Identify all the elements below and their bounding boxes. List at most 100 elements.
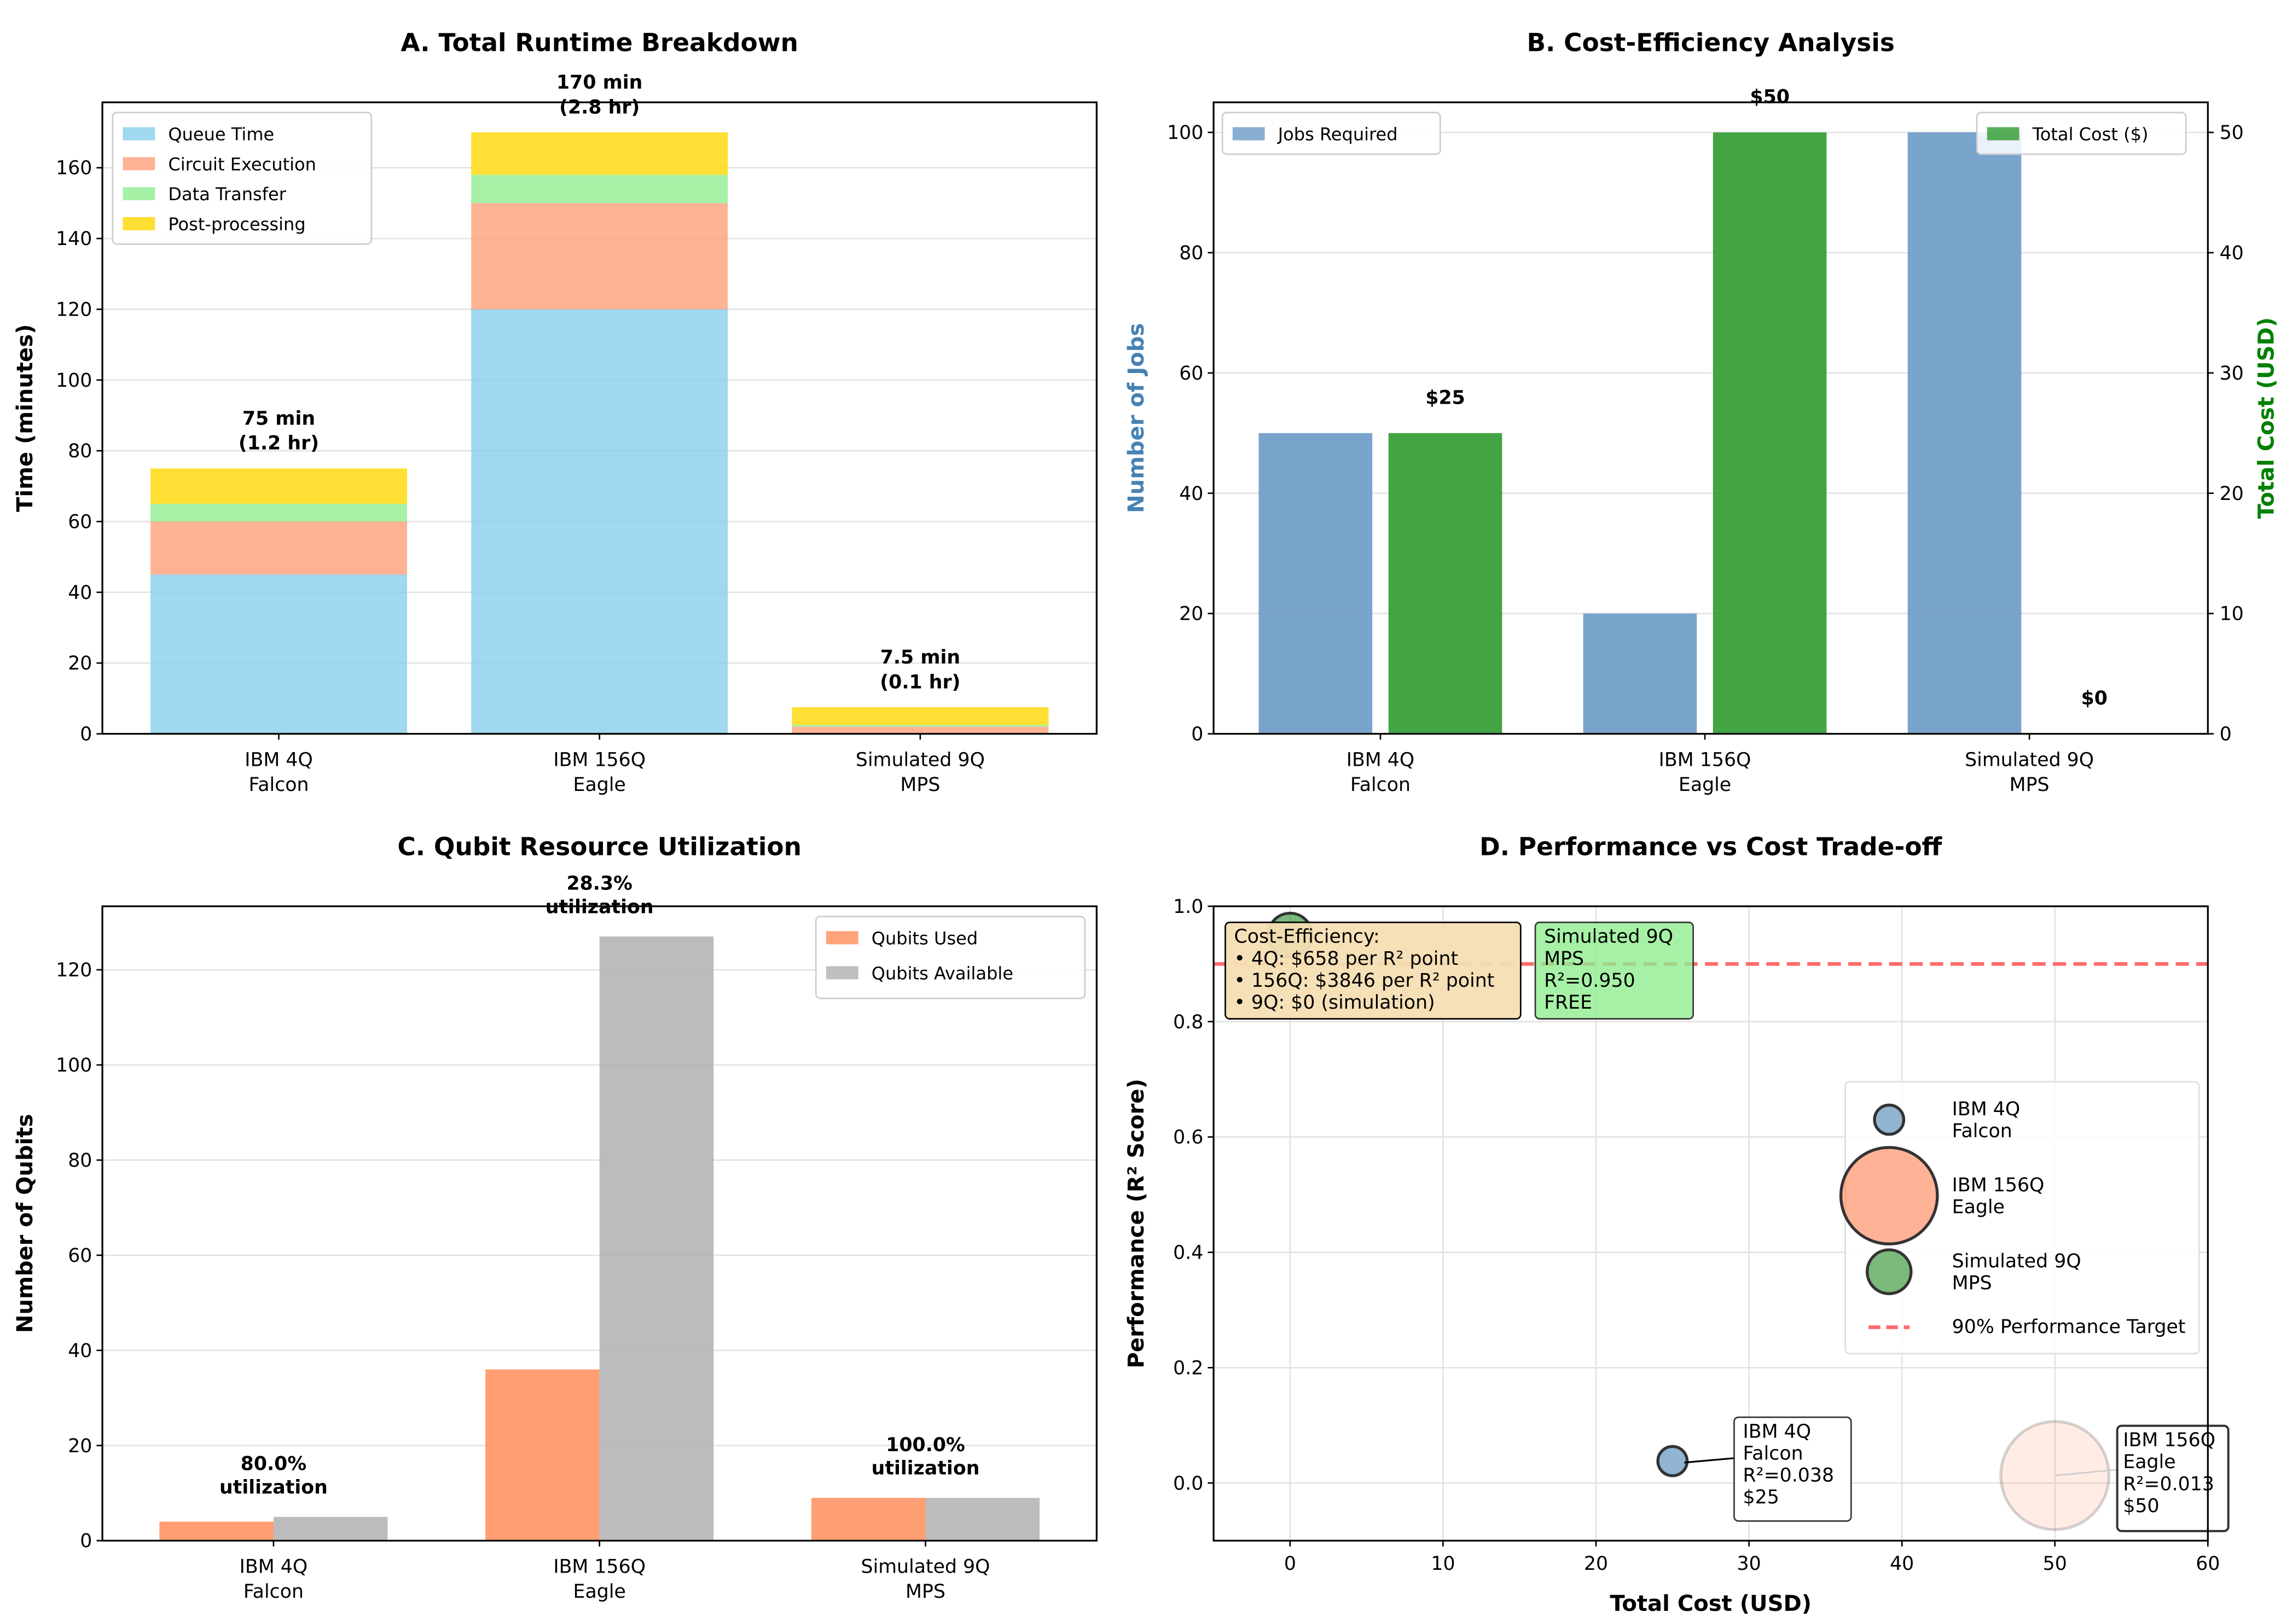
panel-d-legend-label-line: Simulated 9Q bbox=[1952, 1250, 2081, 1272]
panel-a-xtick-label-line: Eagle bbox=[573, 774, 626, 796]
panel-b-legend-swatch bbox=[1232, 127, 1265, 141]
panel-d-info-box bbox=[1224, 921, 1522, 1020]
panel-b-ytick-label: 0 bbox=[1191, 724, 1203, 746]
panel-b-title: B. Cost-Efficiency Analysis bbox=[1527, 28, 1894, 57]
panel-a-bar-data-transfer bbox=[792, 725, 1049, 727]
panel-d-ytick-label: 0.4 bbox=[1173, 1242, 1203, 1264]
panel-b-legend-label: Jobs Required bbox=[1277, 124, 1398, 145]
panel-a-xtick-label: Simulated 9Q MPS bbox=[856, 749, 985, 795]
panel-d-annotation-box bbox=[1733, 1416, 1852, 1522]
panel-d-legend-marker bbox=[1865, 1248, 1913, 1295]
panel-b-bar-jobs bbox=[1907, 132, 2022, 734]
panel-b-data-label: $50 bbox=[1750, 86, 1790, 108]
panel-a-ytick-label: 60 bbox=[68, 511, 92, 533]
panel-c-xtick-label-line: Simulated 9Q bbox=[861, 1556, 990, 1578]
panel-b-xtick-label: Simulated 9Q MPS bbox=[1965, 749, 2094, 795]
panel-d-legend-marker bbox=[1873, 1103, 1906, 1136]
panel-a-legend-swatch bbox=[123, 187, 155, 201]
panel-c-xtick-label: IBM 4Q Falcon bbox=[240, 1556, 308, 1602]
panel-c-legend-label: Qubits Available bbox=[872, 963, 1013, 983]
panel-d-legend-label: 90% Performance Target bbox=[1952, 1316, 2186, 1338]
panel-d-ylabel: Performance (R² Score) bbox=[1124, 1079, 1149, 1368]
panel-c-xtick-label-line: Falcon bbox=[243, 1581, 304, 1603]
panel-b-xtick-label: IBM 4Q Falcon bbox=[1346, 749, 1415, 795]
panel-a-ytick-label: 20 bbox=[68, 653, 92, 674]
panel-c-legend-swatch bbox=[826, 931, 858, 945]
panel-c-legend-swatch bbox=[826, 966, 858, 980]
panel-b-ylabel: Number of Jobs bbox=[1124, 323, 1149, 513]
panel-b-legend-swatch bbox=[1987, 127, 2019, 141]
panel-c-xtick-label-line: Eagle bbox=[573, 1581, 626, 1603]
panel-a-ytick-label: 40 bbox=[68, 582, 92, 604]
panel-d-annotation-box bbox=[2116, 1424, 2230, 1533]
panel-d-legend-label-line: IBM 4Q bbox=[1952, 1098, 2021, 1120]
panel-d-info-text-line: • 4Q: $658 per R² point bbox=[1234, 948, 1459, 970]
panel-b-ytick-label: 40 bbox=[1179, 483, 1203, 505]
panel-a-ytick-label: 0 bbox=[80, 724, 92, 746]
panel-d-legend-label-line: MPS bbox=[1952, 1272, 1992, 1294]
panel-d-annotation-4q-line: IBM 4Q bbox=[1743, 1421, 1812, 1442]
panel-a-legend-swatch bbox=[123, 127, 155, 141]
panel-a-xtick-label: IBM 4Q Falcon bbox=[245, 749, 313, 795]
panel-d-annotation-9q-line: MPS bbox=[1544, 948, 1584, 970]
panel-c-data-label: 28.3% utilization bbox=[545, 873, 654, 918]
panel-a-bar-post-processing bbox=[792, 707, 1049, 725]
panel-b-legend bbox=[1976, 112, 2187, 155]
panel-d-legend-marker bbox=[1839, 1146, 1939, 1245]
panel-d-legend-label-line: Falcon bbox=[1952, 1120, 2012, 1142]
panel-a-bar-data-transfer bbox=[150, 504, 408, 522]
panel-a-ytick-label: 160 bbox=[56, 158, 92, 179]
panel-d-annotation-156q-line: $50 bbox=[2123, 1495, 2159, 1517]
panel-a-legend-label: Queue Time bbox=[168, 124, 274, 145]
panel-d-xtick-label: 50 bbox=[2043, 1553, 2067, 1575]
panel-d-ytick-label: 0.6 bbox=[1173, 1127, 1203, 1149]
panel-a-xtick-label-line: IBM 156Q bbox=[553, 749, 646, 771]
panel-d-annotation-4q-line: $25 bbox=[1743, 1487, 1779, 1509]
panel-b-ytick-label: 60 bbox=[1179, 363, 1203, 385]
panel-b-data-label: $0 bbox=[2081, 688, 2108, 709]
panel-b-y2tick-label: 30 bbox=[2220, 363, 2244, 385]
panel-a-ytick-label: 120 bbox=[56, 299, 92, 321]
panel-d-xtick-label: 0 bbox=[1284, 1553, 1296, 1575]
panel-c-data-label: 80.0% utilization bbox=[219, 1453, 328, 1499]
panel-b-xtick-label-line: Eagle bbox=[1679, 774, 1731, 796]
panel-d-annotation-arrow bbox=[1684, 1457, 1734, 1464]
panel-b-ytick-label: 100 bbox=[1167, 122, 1203, 144]
panel-c-ytick-label: 60 bbox=[68, 1245, 92, 1267]
panel-a-data-label-line: (2.8 hr) bbox=[559, 96, 640, 118]
panel-b-bar-jobs bbox=[1258, 433, 1373, 734]
panel-a-legend bbox=[112, 112, 373, 245]
panel-b-legend bbox=[1221, 112, 1441, 155]
panel-c-xtick-label-line: IBM 4Q bbox=[240, 1556, 308, 1578]
panel-c-ylabel: Number of Qubits bbox=[13, 1114, 38, 1333]
panel-d-annotation-156q-line: R²=0.013 bbox=[2123, 1473, 2214, 1495]
panel-b-y2tick-label: 40 bbox=[2220, 242, 2244, 264]
panel-d-annotation-4q-line: R²=0.038 bbox=[1743, 1465, 1835, 1487]
panel-c-xtick-label-line: MPS bbox=[906, 1581, 945, 1603]
panel-d-point-0 bbox=[1656, 1445, 1689, 1477]
panel-a-data-label-line: (0.1 hr) bbox=[880, 671, 960, 693]
panel-c-ytick-label: 120 bbox=[56, 959, 92, 981]
panel-c-xtick-label-line: IBM 156Q bbox=[553, 1556, 646, 1578]
panel-c-legend-label: Qubits Used bbox=[872, 928, 978, 948]
panel-d-info-text-line: • 156Q: $3846 per R² point bbox=[1234, 970, 1495, 992]
panel-c-data-label-line: 100.0% bbox=[886, 1434, 965, 1456]
panel-b-xtick-label-line: Falcon bbox=[1350, 774, 1411, 796]
panel-a-legend-label: Circuit Execution bbox=[168, 154, 316, 174]
panel-a-title: A. Total Runtime Breakdown bbox=[401, 28, 798, 57]
panel-b-y2tick-label: 50 bbox=[2220, 122, 2244, 144]
panel-c-data-label: 100.0% utilization bbox=[872, 1434, 980, 1480]
panel-a-data-label: 170 min (2.8 hr) bbox=[556, 72, 642, 118]
panel-b-y2tick-label: 10 bbox=[2220, 603, 2244, 625]
panel-a-data-label-line: 170 min bbox=[556, 72, 642, 94]
panel-b-xtick-label: IBM 156Q Eagle bbox=[1659, 749, 1751, 795]
panel-c-xtick-label: Simulated 9Q MPS bbox=[861, 1556, 990, 1602]
panel-d-annotation-9q-line: Simulated 9Q bbox=[1544, 926, 1673, 948]
panel-a-legend-swatch bbox=[123, 217, 155, 230]
panel-d-annotation-156q-line: Eagle bbox=[2123, 1451, 2175, 1473]
panel-c-data-label-line: utilization bbox=[872, 1458, 980, 1480]
panel-b-bar-jobs bbox=[1583, 613, 1697, 734]
panel-c-title: C. Qubit Resource Utilization bbox=[397, 832, 801, 861]
panel-d-title: D. Performance vs Cost Trade-off bbox=[1479, 832, 1942, 861]
